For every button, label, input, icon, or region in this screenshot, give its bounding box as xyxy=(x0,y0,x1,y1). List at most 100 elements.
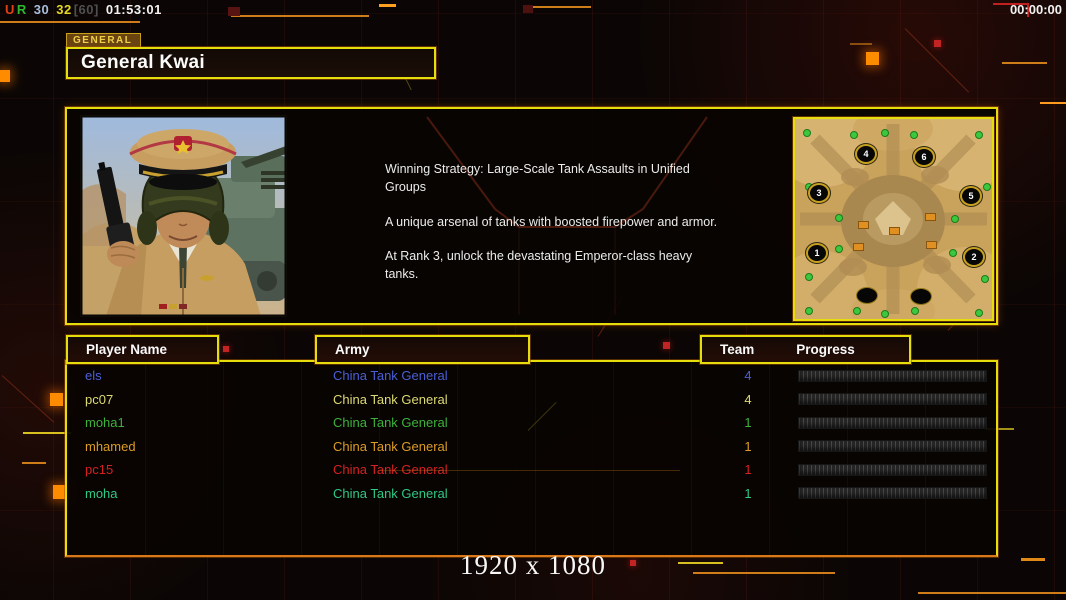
circuit-line xyxy=(22,462,46,464)
player-army: China Tank General xyxy=(333,485,448,501)
circuit-node xyxy=(223,346,229,352)
player-team: 4 xyxy=(744,391,752,407)
circuit-line xyxy=(231,15,369,17)
circuit-line xyxy=(693,572,835,574)
player-name-header-label: Player Name xyxy=(86,342,168,357)
general-info-panel: Winning Strategy: Large-Scale Tank Assau… xyxy=(65,107,998,325)
map-resource-dot xyxy=(835,214,843,222)
resolution-label: 1920 x 1080 xyxy=(460,550,606,580)
player-team: 1 xyxy=(744,485,752,501)
map-supply-marker xyxy=(889,227,900,235)
player-name: moha xyxy=(85,485,118,501)
column-header-player-name: Player Name xyxy=(66,335,219,364)
circuit-diagonal xyxy=(1,375,55,423)
player-team: 1 xyxy=(744,415,752,431)
description-paragraph: Winning Strategy: Large-Scale Tank Assau… xyxy=(385,162,690,194)
player-rows: els China Tank General 4 pc07 China Tank… xyxy=(67,364,996,505)
player-row: pc07 China Tank General 4 xyxy=(67,388,996,412)
player-row: moha1 China Tank General 1 xyxy=(67,411,996,435)
perf-flag-r: R xyxy=(16,2,27,17)
player-army: China Tank General xyxy=(333,462,448,478)
general-name-box: General Kwai xyxy=(66,47,436,79)
map-start-position: 2 xyxy=(963,247,985,267)
player-team: 1 xyxy=(744,462,752,478)
general-description: Winning Strategy: Large-Scale Tank Assau… xyxy=(385,161,719,301)
load-progress-bar xyxy=(798,369,987,382)
map-resource-dot xyxy=(975,131,983,139)
map-empty-position xyxy=(910,288,932,305)
player-row: mhamed China Tank General 1 xyxy=(67,435,996,459)
circuit-node xyxy=(934,40,941,47)
column-header-team-progress: Team Progress xyxy=(700,335,911,364)
circuit-line xyxy=(678,562,723,564)
map-start-position: 1 xyxy=(806,243,828,263)
circuit-node xyxy=(228,7,240,16)
map-supply-marker xyxy=(853,243,864,251)
general-name: General Kwai xyxy=(81,52,205,73)
map-start-position: 5 xyxy=(960,186,982,206)
perf-clock: 01:53:01 xyxy=(105,2,162,17)
circuit-line xyxy=(379,4,396,7)
circuit-line xyxy=(23,432,71,434)
load-progress-bar xyxy=(798,440,987,453)
map-empty-position xyxy=(856,287,878,304)
player-team: 1 xyxy=(744,438,752,454)
map-resource-dot xyxy=(975,309,983,317)
map-preview: 4 6 3 5 1 2 xyxy=(793,117,994,321)
column-header-army: Army xyxy=(315,335,530,364)
map-resource-dot xyxy=(881,310,889,318)
map-supply-marker xyxy=(926,241,937,249)
army-header-label: Army xyxy=(335,342,370,357)
player-name: els xyxy=(85,368,102,384)
map-start-position: 3 xyxy=(808,183,830,203)
load-progress-bar xyxy=(798,487,987,500)
circuit-line xyxy=(850,43,872,45)
map-supply-marker xyxy=(925,213,936,221)
perf-render-fps: 32 xyxy=(56,2,72,17)
player-team: 4 xyxy=(744,368,752,384)
description-paragraph: At Rank 3, unlock the devastating Empero… xyxy=(385,249,693,281)
map-resource-dot xyxy=(911,307,919,315)
perf-flag-u: U xyxy=(5,2,15,17)
circuit-line xyxy=(0,21,140,23)
map-terrain xyxy=(795,119,992,319)
map-resource-dot xyxy=(951,215,959,223)
map-start-position: 6 xyxy=(913,147,935,167)
circuit-node xyxy=(523,5,533,13)
player-army: China Tank General xyxy=(333,368,448,384)
general-portrait xyxy=(79,114,288,318)
circuit-node xyxy=(50,393,63,406)
map-resource-dot xyxy=(981,275,989,283)
player-row: moha China Tank General 1 xyxy=(67,482,996,506)
map-resource-dot xyxy=(949,249,957,257)
circuit-node xyxy=(866,52,879,65)
player-army: China Tank General xyxy=(333,391,448,407)
player-row: pc15 China Tank General 1 xyxy=(67,458,996,482)
match-timer: 00:00:00 xyxy=(1009,2,1062,17)
circuit-node xyxy=(663,342,670,349)
map-resource-dot xyxy=(983,183,991,191)
player-name: mhamed xyxy=(85,438,136,454)
player-name: pc15 xyxy=(85,462,114,478)
circuit-line xyxy=(1002,62,1047,64)
map-resource-dot xyxy=(805,307,813,315)
circuit-node xyxy=(630,560,636,566)
player-name: moha1 xyxy=(85,415,125,431)
circuit-diagonal xyxy=(904,28,969,93)
player-name: pc07 xyxy=(85,391,114,407)
circuit-line xyxy=(1021,558,1045,561)
map-resource-dot xyxy=(803,129,811,137)
map-resource-dot xyxy=(835,245,843,253)
circuit-node xyxy=(0,70,10,82)
map-resource-dot xyxy=(853,307,861,315)
performance-overlay: U R 30 32 [60] 01:53:01 xyxy=(5,2,164,17)
circuit-line xyxy=(918,592,1066,594)
load-progress-bar xyxy=(798,463,987,476)
circuit-line xyxy=(529,6,591,8)
load-progress-bar xyxy=(798,393,987,406)
map-start-position: 4 xyxy=(855,144,877,164)
circuit-line xyxy=(1040,102,1066,104)
team-header-label: Team xyxy=(720,342,755,357)
player-army: China Tank General xyxy=(333,415,448,431)
